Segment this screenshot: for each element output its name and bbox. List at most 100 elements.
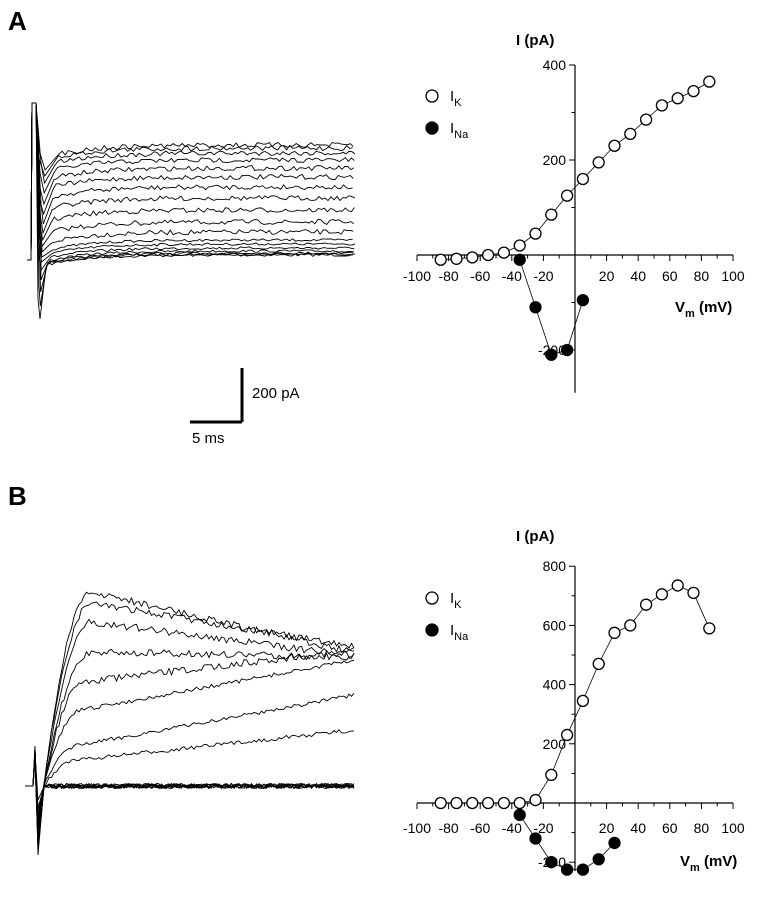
data-point-ina (560, 863, 574, 876)
x-axis-title-sub: m (685, 308, 695, 320)
data-point-ik (434, 796, 447, 810)
data-point-ik (703, 622, 716, 635)
data-point-ik (655, 99, 669, 112)
current-trace (25, 745, 355, 856)
current-trace (27, 102, 354, 261)
data-point-ik (481, 796, 495, 810)
x-tick-label: -20 (533, 268, 553, 284)
legend-marker-ina (425, 623, 439, 637)
y-axis-title: I (pA) (516, 528, 554, 545)
series-group (434, 579, 716, 876)
data-point-ik (639, 113, 653, 126)
y-tick-label: 200 (543, 736, 567, 752)
legend-label-ik: IK (450, 88, 462, 109)
x-tick-label: -100 (403, 820, 431, 836)
current-trace (25, 751, 355, 809)
data-point-ik (703, 75, 716, 88)
panel-label-b: B (8, 481, 27, 511)
current-trace (27, 102, 355, 261)
current-trace (27, 102, 355, 272)
x-tick-label: 60 (662, 820, 678, 836)
data-point-ik (450, 252, 463, 265)
data-point-ik (529, 227, 542, 240)
x-tick-label: 80 (694, 268, 710, 284)
x-axis-title-unit: (mV) (695, 299, 733, 316)
data-point-ik (624, 127, 637, 141)
x-tick-label: 80 (694, 820, 710, 836)
current-trace (25, 748, 355, 831)
axes (416, 64, 734, 393)
x-tick-label: 100 (721, 268, 745, 284)
data-point-ik (545, 768, 558, 782)
y-tick-label: 200 (543, 152, 567, 168)
data-point-ik (576, 694, 590, 708)
data-point-ina (529, 832, 542, 845)
x-tick-label: 40 (630, 268, 646, 284)
current-trace (27, 102, 355, 261)
legend-label-ina-main: I (450, 622, 454, 639)
data-point-ik (687, 586, 700, 599)
current-trace (27, 102, 354, 261)
legend-label-ina-sub: Na (454, 631, 469, 643)
x-tick-label: -80 (438, 820, 458, 836)
series-group (434, 75, 716, 361)
data-point-ik (466, 796, 479, 810)
y-tick-label: 800 (543, 558, 567, 574)
y-tick-label: 400 (543, 57, 567, 73)
current-trace (25, 591, 355, 839)
data-point-ina (592, 853, 605, 866)
scale-bar: 200 pA 5 ms (190, 368, 300, 447)
data-point-ik (576, 172, 590, 186)
data-point-ik (513, 239, 526, 252)
data-point-ik (687, 84, 700, 98)
data-point-ik (481, 248, 495, 262)
legend-label-ina-sub: Na (454, 129, 469, 141)
current-trace (27, 102, 354, 281)
legend-label-ina-main: I (450, 120, 454, 137)
legend: IK INa (425, 88, 469, 141)
x-tick-label: -80 (438, 268, 458, 284)
legend-label-ina: INa (450, 120, 469, 141)
x-axis-title-main: V (675, 299, 685, 316)
y-tick-label: 600 (543, 617, 567, 633)
current-trace (27, 102, 353, 261)
current-trace (27, 102, 354, 293)
data-point-ik (608, 626, 621, 639)
data-point-ina (529, 301, 542, 314)
data-point-ina (513, 253, 526, 266)
data-point-ina (545, 348, 558, 361)
current-trace (27, 102, 356, 261)
current-trace (25, 659, 355, 827)
x-tick-label: -60 (470, 820, 490, 836)
current-trace (25, 729, 354, 811)
current-trace (27, 102, 353, 261)
data-point-ina (560, 343, 574, 357)
current-traces-a (27, 102, 356, 320)
current-trace (27, 102, 353, 307)
current-traces-b (25, 591, 355, 856)
x-tick-labels: -100 -80 -60 -40 -20 20 40 60 80 100 (403, 268, 745, 284)
scale-bar-time-label: 5 ms (192, 430, 225, 447)
x-tick-label: 40 (630, 820, 646, 836)
data-point-ik (497, 246, 511, 259)
data-point-ik (450, 796, 463, 810)
data-point-ina (576, 863, 590, 876)
x-tick-label: -100 (403, 268, 431, 284)
x-tick-label: -60 (470, 268, 490, 284)
data-point-ik (513, 796, 526, 810)
scale-bar-current-label: 200 pA (252, 385, 300, 402)
legend-marker-ik (425, 591, 439, 605)
legend: IK INa (425, 590, 469, 643)
data-point-ik (624, 619, 637, 632)
legend-label-ik-sub: K (454, 97, 462, 109)
x-tick-label: 20 (599, 820, 615, 836)
x-axis-title-main: V (680, 853, 690, 870)
current-trace (27, 102, 356, 261)
x-tick-label: -40 (502, 820, 522, 836)
y-tick-labels: -200200400 (538, 57, 566, 358)
x-tick-label: 20 (599, 268, 615, 284)
current-trace (25, 693, 355, 819)
legend-label-ik: IK (450, 590, 462, 611)
current-trace (25, 618, 355, 851)
